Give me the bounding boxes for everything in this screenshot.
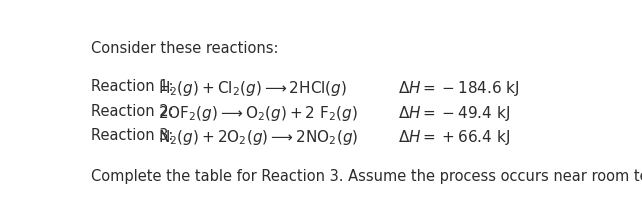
Text: Consider these reactions:: Consider these reactions: xyxy=(91,40,279,56)
Text: Reaction 2:: Reaction 2: xyxy=(91,104,178,119)
Text: Complete the table for Reaction 3. Assume the process occurs near room temperatu: Complete the table for Reaction 3. Assum… xyxy=(91,169,642,184)
Text: Reaction 3:: Reaction 3: xyxy=(91,128,178,143)
Text: $\mathrm{N_2}(g) + \mathrm{2O_2}(g) \longrightarrow \mathrm{2NO_2}(g)$: $\mathrm{N_2}(g) + \mathrm{2O_2}(g) \lon… xyxy=(158,128,358,147)
Text: $\Delta H = +66.4\ \mathrm{kJ}$: $\Delta H = +66.4\ \mathrm{kJ}$ xyxy=(398,128,510,147)
Text: $\mathrm{2OF_2}(g) \longrightarrow \mathrm{O_2}(g) + 2\ \mathrm{F_2}(g)$: $\mathrm{2OF_2}(g) \longrightarrow \math… xyxy=(158,104,358,123)
Text: Reaction 1:: Reaction 1: xyxy=(91,79,178,94)
Text: $\Delta H = -49.4\ \mathrm{kJ}$: $\Delta H = -49.4\ \mathrm{kJ}$ xyxy=(398,104,510,123)
Text: $\mathrm{H_2}(g) + \mathrm{Cl_2}(g) \longrightarrow \mathrm{2HCl}(g)$: $\mathrm{H_2}(g) + \mathrm{Cl_2}(g) \lon… xyxy=(158,79,347,98)
Text: $\Delta H = -184.6\ \mathrm{kJ}$: $\Delta H = -184.6\ \mathrm{kJ}$ xyxy=(398,79,520,98)
